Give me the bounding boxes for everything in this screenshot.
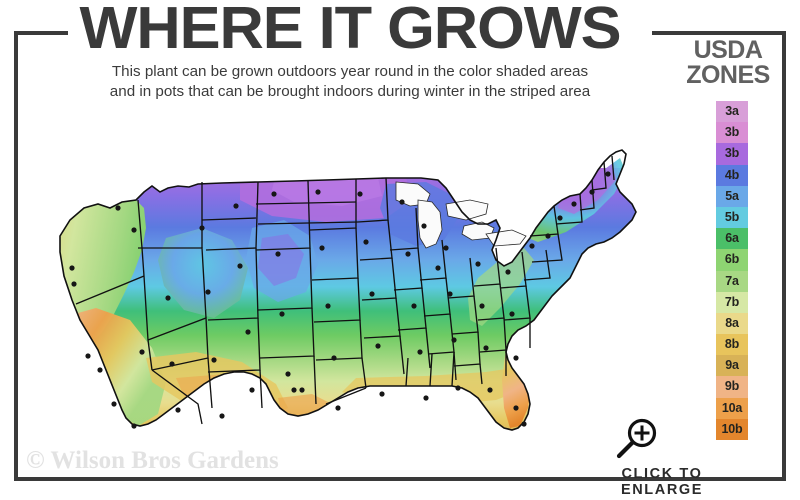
subtitle: This plant can be grown outdoors year ro… <box>30 62 670 102</box>
great-lakes <box>395 181 527 249</box>
legend-title-line-2: ZONES <box>686 61 770 89</box>
magnifier-plus-icon[interactable] <box>614 416 660 462</box>
page-title: WHERE IT GROWS <box>79 0 621 61</box>
legend-zone-10a: 10a <box>716 397 748 419</box>
click-to-enlarge-label[interactable]: CLICK TO ENLARGE <box>620 466 704 498</box>
legend-zone-6a: 6a <box>716 228 748 250</box>
legend-zone-5b: 5b <box>716 206 748 229</box>
legend-zone-6b: 6b <box>716 249 748 271</box>
map-svg <box>59 149 637 431</box>
legend-zone-9b: 9b <box>716 376 748 398</box>
legend-zone-3a: 3a <box>716 101 748 123</box>
subtitle-line-1: This plant can be grown outdoors year ro… <box>111 63 589 80</box>
legend-zone-3b-2: 3b <box>716 143 748 165</box>
city-dots <box>69 171 611 429</box>
frame-border-left <box>14 31 18 481</box>
legend-title: USDA ZONES <box>672 38 784 88</box>
legend-zone-9a: 9a <box>716 355 748 377</box>
state-borders <box>59 149 637 431</box>
legend-zone-3b-1: 3b <box>716 122 748 144</box>
legend-zone-5a: 5a <box>716 185 748 207</box>
frame-border-right <box>782 31 786 481</box>
legend-zone-8b: 8b <box>716 334 748 356</box>
legend-zone-7a: 7a <box>716 270 748 292</box>
subtitle-line-2: and in pots that can be brought indoors … <box>109 83 591 100</box>
frame-border-bottom <box>14 477 786 481</box>
frame-border-top-left <box>14 31 68 35</box>
frame-border-top-right <box>652 31 786 35</box>
legend-zone-8a: 8a <box>716 312 748 335</box>
legend-zone-10b: 10b <box>716 418 748 440</box>
legend-zone-4b: 4b <box>716 164 748 186</box>
legend-title-line-1: USDA <box>693 36 763 64</box>
legend-zone-list: 3a 3b 3b 4b 5a 5b 6a 6b 7a 7b 8a 8b 9a 9b 10a 10b <box>716 101 748 440</box>
legend-zone-7b: 7b <box>716 291 748 313</box>
watermark: © Wilson Bros Gardens <box>26 447 279 474</box>
usda-hardiness-zone-map[interactable] <box>26 108 666 448</box>
